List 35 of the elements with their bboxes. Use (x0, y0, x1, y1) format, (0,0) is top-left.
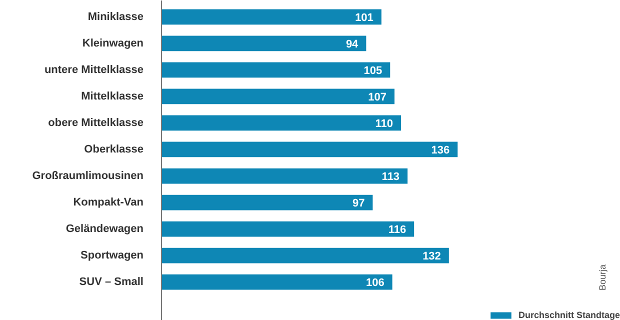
bar (162, 115, 402, 131)
data-label: 101 (355, 12, 374, 24)
bar (162, 221, 414, 237)
data-label: 107 (368, 91, 386, 104)
data-label: 97 (352, 198, 365, 210)
y-tick-label: obere Mittelklasse (48, 116, 144, 129)
data-label: 116 (388, 224, 406, 236)
y-tick-label: Kompakt-Van (73, 196, 144, 209)
bar (162, 62, 390, 78)
data-label: 110 (375, 118, 394, 130)
y-tick-label: Oberklasse (84, 144, 144, 156)
data-label: 94 (346, 38, 360, 50)
bar (162, 36, 366, 52)
bar (162, 168, 408, 184)
y-tick-label: Großraumlimousinen (32, 170, 144, 182)
legend-label: Durchschnitt Standtage (518, 310, 620, 320)
data-label: 106 (366, 277, 384, 290)
y-tick-label: Kleinwagen (82, 37, 144, 50)
data-label: 105 (364, 64, 382, 77)
text: Bourja (598, 264, 608, 290)
bar (162, 9, 382, 25)
data-label: 132 (422, 250, 441, 263)
y-tick-label: SUV – Small (79, 276, 144, 288)
bar (162, 194, 373, 210)
bar (162, 248, 449, 264)
y-tick-label: Sportwagen (80, 250, 144, 262)
bar (162, 88, 394, 104)
y-tick-label: untere Mittelklasse (44, 64, 144, 76)
data-label: 136 (431, 144, 450, 156)
data-label: 113 (382, 171, 400, 184)
bar (162, 142, 458, 158)
y-tick-label: Miniklasse (88, 10, 144, 23)
y-tick-label: Mittelklasse (81, 90, 144, 102)
y-tick-label: Geländewagen (66, 223, 144, 236)
bar (162, 274, 392, 290)
